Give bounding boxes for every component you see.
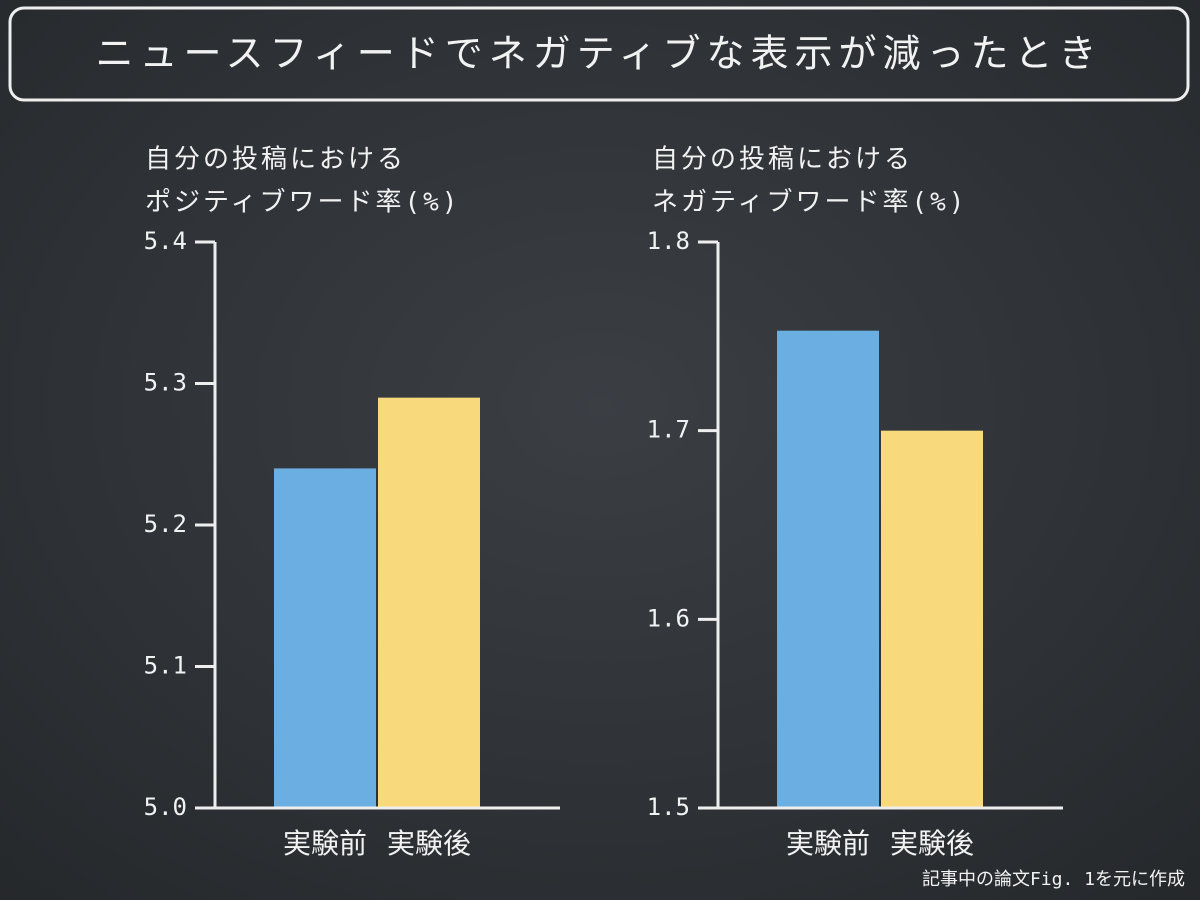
y-tick-label: 5.0 bbox=[144, 793, 187, 821]
x-tick-label: 実験後 bbox=[387, 827, 471, 860]
y-tick-label: 1.6 bbox=[647, 604, 690, 632]
title-box bbox=[8, 6, 1190, 102]
page-title: ニュースフィードでネガティブな表示が減ったとき bbox=[95, 32, 1102, 76]
y-axis-label: 自分の投稿における bbox=[145, 145, 406, 175]
y-axis-label: ネガティブワード率(%) bbox=[652, 188, 967, 218]
y-tick-label: 1.8 bbox=[647, 227, 690, 255]
x-tick-label: 実験前 bbox=[786, 827, 870, 860]
y-tick-label: 1.7 bbox=[647, 416, 690, 444]
y-tick-label: 5.3 bbox=[144, 369, 187, 397]
bar bbox=[274, 468, 376, 808]
y-tick-label: 1.5 bbox=[647, 793, 690, 821]
bar bbox=[378, 397, 480, 808]
y-tick-label: 5.4 bbox=[144, 227, 187, 255]
y-axis-label: ポジティブワード率(%) bbox=[145, 188, 460, 218]
y-tick-label: 5.2 bbox=[144, 510, 187, 538]
bar bbox=[777, 330, 879, 808]
x-tick-label: 実験前 bbox=[283, 827, 367, 860]
y-axis-label: 自分の投稿における bbox=[652, 145, 913, 175]
bar bbox=[881, 430, 983, 808]
x-tick-label: 実験後 bbox=[890, 827, 974, 860]
footnote: 記事中の論文Fig. 1を元に作成 bbox=[922, 869, 1185, 890]
y-tick-label: 5.1 bbox=[144, 652, 187, 680]
